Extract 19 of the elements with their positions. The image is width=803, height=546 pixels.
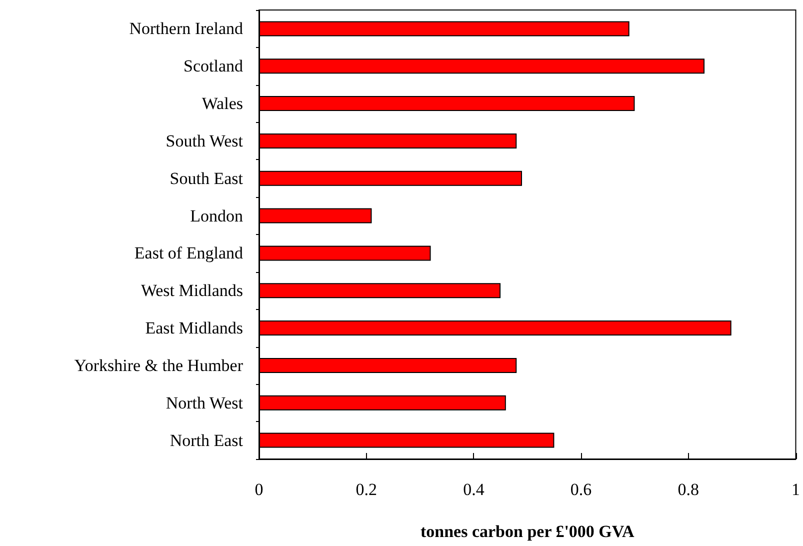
x-axis-title: tonnes carbon per £'000 GVA [420, 522, 635, 541]
y-tick-label: Northern Ireland [129, 19, 244, 38]
x-tick-label: 0.6 [570, 480, 592, 499]
y-tick-label: West Midlands [140, 281, 243, 300]
x-tick-label: 0 [254, 480, 264, 499]
x-tick-label: 0.2 [356, 480, 377, 499]
y-tick-label: South East [170, 168, 244, 188]
y-tick-label: South West [166, 131, 244, 150]
y-tick-label: North West [166, 393, 244, 412]
y-tick-label: East Midlands [145, 318, 243, 338]
y-tick-label: East of England [134, 244, 244, 263]
y-tick-label: North East [170, 430, 244, 450]
y-tick-label: Wales [202, 94, 243, 114]
y-tick-label: Yorkshire & the Humber [74, 356, 244, 375]
x-tick-label: 0.4 [463, 480, 485, 499]
y-tick-label: Scotland [184, 56, 244, 76]
y-tick-label: London [190, 206, 244, 226]
x-tick-label: 1 [792, 480, 800, 499]
x-tick-label: 0.8 [678, 480, 700, 499]
